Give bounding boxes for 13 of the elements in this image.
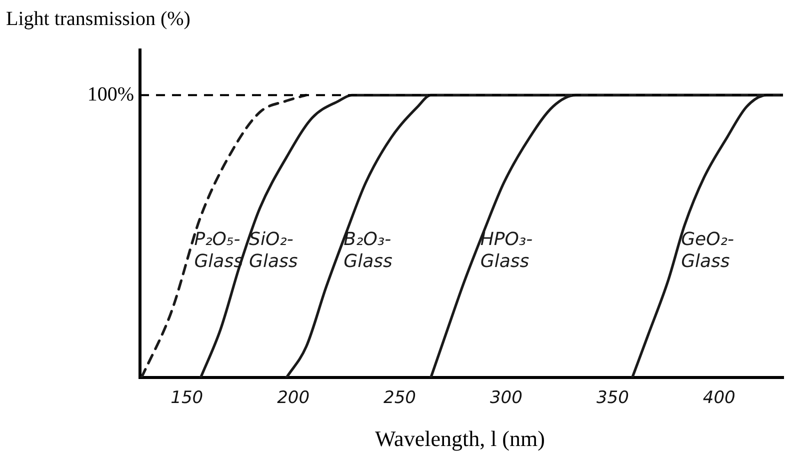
x-tick-label: 200 (277, 388, 310, 408)
ref-line-label: 100% (87, 83, 134, 106)
x-axis-title: Wavelength, l (nm) (374, 426, 546, 452)
x-tick-label: 150 (170, 388, 204, 408)
x-tick-label: 300 (490, 388, 522, 408)
x-tick-label: 250 (384, 388, 416, 408)
x-tick-label: 400 (702, 388, 736, 408)
y-axis-title: Light transmission (%) (6, 8, 190, 31)
series-label: HPO₃- Glass (480, 229, 533, 272)
series-label: SiO₂- Glass (249, 229, 298, 272)
x-tick-label: 350 (596, 388, 629, 408)
series-label: GeO₂- Glass (681, 229, 734, 272)
series-label: B₂O₃- Glass (344, 229, 392, 272)
